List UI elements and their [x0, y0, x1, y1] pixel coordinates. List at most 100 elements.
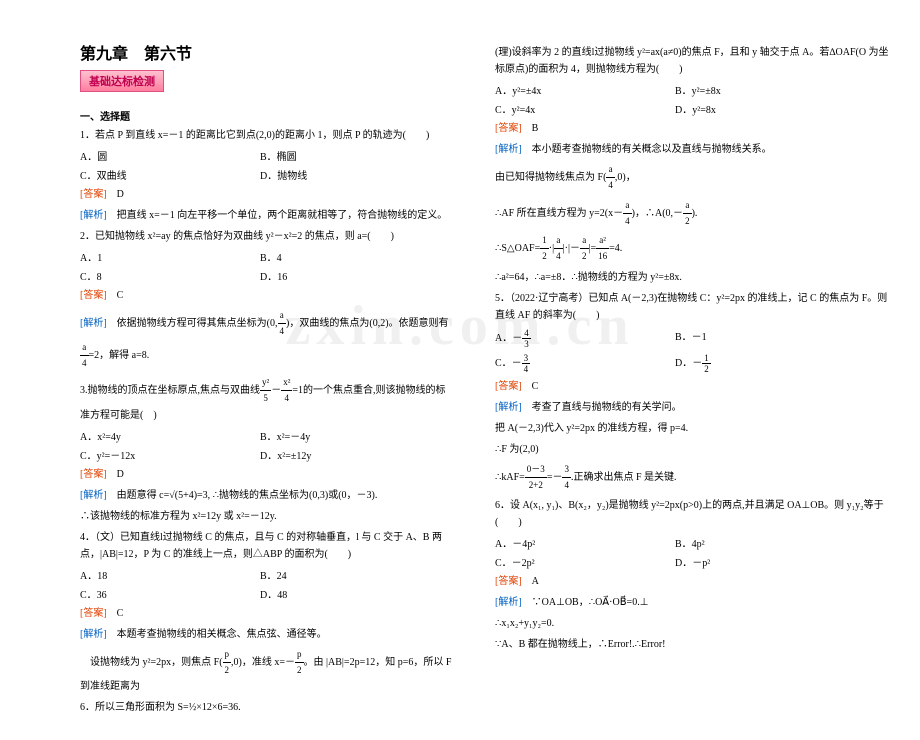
analysis-label: [解析]: [495, 597, 522, 608]
q4r-ana-b-suffix: ，: [626, 172, 636, 183]
q2-optC: C．8: [80, 268, 260, 283]
q3-prefix: 3.抛物线的顶点在坐标原点,焦点与双曲线: [80, 385, 260, 396]
answer-label: [答案]: [80, 189, 107, 200]
q6-analysis-b: ∴x₁x₂+y₁y₂=0.: [495, 615, 890, 632]
q1-optC: C．双曲线: [80, 167, 260, 182]
q3-optD: D．x²=±12y: [260, 447, 440, 462]
q4-optD: D．48: [260, 586, 440, 601]
q4r-analysis-d: ∴S△OAF=12·|a4|·|－a2|=a²16=4.: [495, 233, 890, 265]
q4r-ana-a: 本小题考查抛物线的有关概念以及直线与抛物线关系。: [532, 144, 772, 155]
q4r-ana-b-prefix: 由已知得抛物线焦点为 F: [495, 172, 603, 183]
q4r-options-row1: A．y²=±4x B．y²=±8x: [495, 82, 890, 97]
answer-label: [答案]: [80, 469, 107, 480]
q5-optB: B．－1: [675, 328, 855, 349]
q2-answer: [答案] C: [80, 287, 455, 304]
q3-frac2: x²4: [281, 375, 292, 407]
q4r-frac-a216: a²16: [596, 233, 609, 265]
q5-analysis-b: 把 A(－2,3)代入 y²=2px 的准线方程，得 p=4.: [495, 420, 890, 437]
q4r-optC: C．y²=4x: [495, 101, 675, 116]
q4-frac-p2b: p2: [295, 647, 304, 679]
q1-optB: B．椭圆: [260, 148, 440, 163]
q4-optA: A．18: [80, 567, 260, 582]
q2-ana-mid: ，双曲线的焦点为(0,2)。依题意则有: [289, 318, 448, 329]
q1-analysis: [解析] 把直线 x=－1 向左平移一个单位，两个距离就相等了，符合抛物线的定义…: [80, 207, 455, 224]
q5-answer: [答案] C: [495, 378, 890, 395]
q4r-frac-a4c: a4: [554, 233, 563, 265]
q5-ana-d-suffix: .正确求出焦点 F 是关键.: [571, 472, 677, 483]
q2-optB: B．4: [260, 249, 440, 264]
q4r-answer-val: B: [532, 123, 539, 134]
q3-analysis-b: ∴该抛物线的标准方程为 x²=12y 或 x²=－12y.: [80, 508, 455, 525]
q1-analysis-text: 把直线 x=－1 向左平移一个单位，两个距离就相等了，符合抛物线的定义。: [117, 210, 448, 221]
q2-options-row2: C．8 D．16: [80, 268, 455, 283]
q3-optB: B．x²=－4y: [260, 428, 440, 443]
right-column: (理)设斜率为 2 的直线l过抛物线 y²=ax(a≠0)的焦点 F，且和 y …: [485, 40, 890, 720]
q6-ana-a: ∵OA⊥OB，∴OA⃗·OB⃗=0.⊥: [532, 597, 649, 608]
q4r-options-row2: C．y²=4x D．y²=8x: [495, 101, 890, 116]
q1-optA: A．圆: [80, 148, 260, 163]
q4r-answer: [答案] B: [495, 120, 890, 137]
analysis-label: [解析]: [80, 629, 107, 640]
q5-options-row1: A．－43 B．－1: [495, 328, 890, 349]
analysis-label: [解析]: [80, 210, 107, 221]
q3-optC: C．y²=－12x: [80, 447, 260, 462]
left-column: 第九章 第六节 基础达标检测 一、选择题 1．若点 P 到直线 x=－1 的距离…: [80, 40, 485, 720]
q1-options-row1: A．圆 B．椭圆: [80, 148, 455, 163]
q4-ana-b-mid: ，准线 x=－: [242, 657, 295, 668]
q3-ana-a: 由题意得 c=√(5+4)=3, ∴抛物线的焦点坐标为(0,3)或(0，－3).: [117, 490, 378, 501]
q3-answer-val: D: [117, 469, 124, 480]
q4-analysis-b: 设抛物线为 y²=2px，则焦点 F(p2,0)，准线 x=－p2。由 |AB|…: [80, 647, 455, 696]
q4r-analysis-b: 由已知得抛物线焦点为 F(a4,0)，: [495, 162, 890, 194]
analysis-label: [解析]: [80, 318, 107, 329]
q4-answer-val: C: [117, 608, 124, 619]
q3-optA: A．x²=4y: [80, 428, 260, 443]
q5-options-row2: C．－34 D．－12: [495, 353, 890, 374]
q4r-analysis-a: [解析] 本小题考查抛物线的有关概念以及直线与抛物线关系。: [495, 141, 890, 158]
section-badge: 基础达标检测: [80, 70, 164, 92]
q4r-frac-a2b: a2: [580, 233, 589, 265]
q5-ana-a: 考查了直线与抛物线的有关学问。: [532, 402, 682, 413]
q6-optC: C．－2p²: [495, 554, 675, 569]
q4r-ana-d-suffix: =4.: [609, 243, 622, 254]
q4r-frac-a4: a4: [606, 162, 615, 194]
q5-text: 5．（2022·辽宁高考）已知点 A(－2,3)在抛物线 C：y²=2px 的准…: [495, 290, 890, 324]
q1-text: 1．若点 P 到直线 x=－1 的距离比它到点(2,0)的距离小 1，则点 P …: [80, 127, 455, 144]
q4-options-row2: C．36 D．48: [80, 586, 455, 601]
q6-answer: [答案] A: [495, 573, 890, 590]
q4-ana-a: 本题考查抛物线的相关概念、焦点弦、通径等。: [117, 629, 327, 640]
q4r-frac-a4b: a4: [623, 198, 632, 230]
chapter-title: 第九章 第六节: [80, 40, 455, 64]
q5-analysis-a: [解析] 考查了直线与抛物线的有关学问。: [495, 399, 890, 416]
q4-ana-b-prefix: 设抛物线为 y²=2px，则焦点 F: [90, 657, 219, 668]
q4r-analysis-c: ∴AF 所在直线方程为 y=2(x－a4)，∴A(0,－a2).: [495, 198, 890, 230]
q3-analysis-a: [解析] 由题意得 c=√(5+4)=3, ∴抛物线的焦点坐标为(0,3)或(0…: [80, 487, 455, 504]
q3-options-row2: C．y²=－12x D．x²=±12y: [80, 447, 455, 462]
q3-options-row1: A．x²=4y B．x²=－4y: [80, 428, 455, 443]
q3-frac1: y²5: [260, 375, 271, 407]
q4-text: 4．（文）已知直线l过抛物线 C 的焦点，且与 C 的对称轴垂直，l 与 C 交…: [80, 529, 455, 563]
q2-options-row1: A．1 B．4: [80, 249, 455, 264]
q2-ana-mid2: =2，解得 a=8.: [89, 350, 150, 361]
q3-answer: [答案] D: [80, 466, 455, 483]
q6-optA: A．－4p²: [495, 535, 675, 550]
q4r-ana-d-prefix: ∴S△OAF=: [495, 243, 540, 254]
page-content: 第九章 第六节 基础达标检测 一、选择题 1．若点 P 到直线 x=－1 的距离…: [0, 0, 920, 740]
answer-label: [答案]: [80, 290, 107, 301]
q5-analysis-d: ∴kAF=0－32+2=－34.正确求出焦点 F 是关键.: [495, 462, 890, 494]
q4-frac-p2a: p2: [223, 647, 232, 679]
q5-optD: D．－12: [675, 353, 855, 374]
q3-text: 3.抛物线的顶点在坐标原点,焦点与双曲线y²5－x²4=1的一个焦点重合,则该抛…: [80, 375, 455, 424]
analysis-label: [解析]: [495, 402, 522, 413]
q2-ana-prefix: 依据抛物线方程可得其焦点坐标为: [117, 318, 267, 329]
q5-optC: C．－34: [495, 353, 675, 374]
q6-optB: B．4p²: [675, 535, 855, 550]
q4-analysis-c: 6．所以三角形面积为 S=½×12×6=36.: [80, 699, 455, 716]
q6-answer-val: A: [532, 576, 539, 587]
q4r-ana-c-prefix: ∴AF 所在直线方程为 y=2: [495, 208, 605, 219]
q6-analysis-a: [解析] ∵OA⊥OB，∴OA⃗·OB⃗=0.⊥: [495, 594, 890, 611]
q4-optB: B．24: [260, 567, 440, 582]
answer-label: [答案]: [80, 608, 107, 619]
q4r-analysis-e: ∴a²=64，∴a=±8．∴抛物线的方程为 y²=±8x.: [495, 269, 890, 286]
q1-answer: [答案] D: [80, 186, 455, 203]
q2-frac2: a4: [80, 340, 89, 372]
